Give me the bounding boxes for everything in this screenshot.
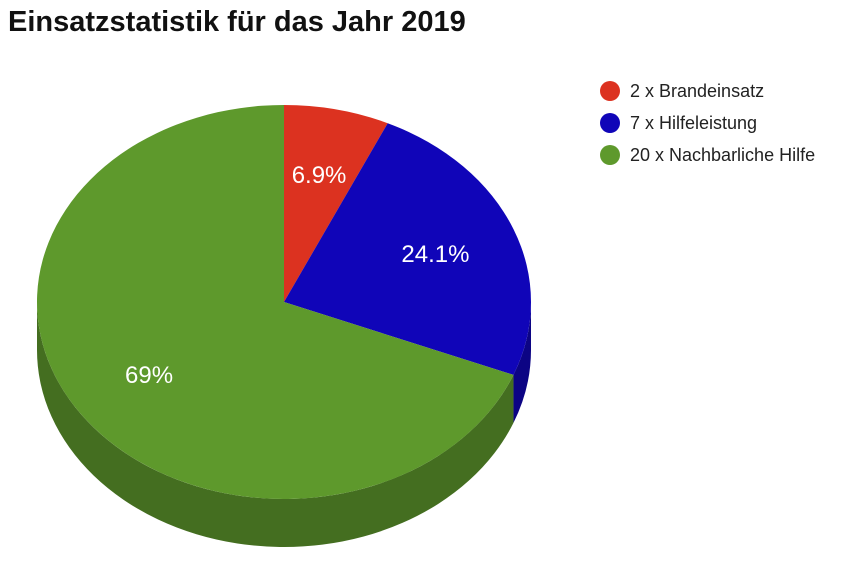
- pie-depth-layer: [37, 302, 531, 547]
- legend-marker-1[interactable]: [600, 113, 620, 133]
- pie-label-layer: 6.9% 24.1% 69%: [125, 162, 469, 389]
- pie-top-layer: [37, 105, 532, 499]
- chart-title: Einsatzstatistik für das Jahr 2019: [8, 6, 466, 38]
- pie-slice-side-2: [37, 302, 514, 547]
- legend-marker-2[interactable]: [600, 145, 620, 165]
- pie-slice-0[interactable]: [284, 105, 388, 302]
- legend-label-2[interactable]: 20 x Nachbarliche Hilfe: [630, 145, 815, 165]
- pie-slice-1[interactable]: [284, 123, 532, 375]
- legend-label-0[interactable]: 2 x Brandeinsatz: [630, 81, 764, 101]
- legend-marker-0[interactable]: [600, 81, 620, 101]
- slice-percent-label-2: 69%: [125, 362, 173, 389]
- slice-percent-label-1: 24.1%: [401, 241, 469, 268]
- legend: 2 x Brandeinsatz 7 x Hilfeleistung 20 x Na…: [600, 81, 815, 165]
- legend-label-1[interactable]: 7 x Hilfeleistung: [630, 113, 757, 133]
- pie-slice-2[interactable]: [37, 105, 514, 499]
- slice-percent-label-0: 6.9%: [292, 162, 347, 189]
- pie-slice-side-1: [513, 302, 531, 423]
